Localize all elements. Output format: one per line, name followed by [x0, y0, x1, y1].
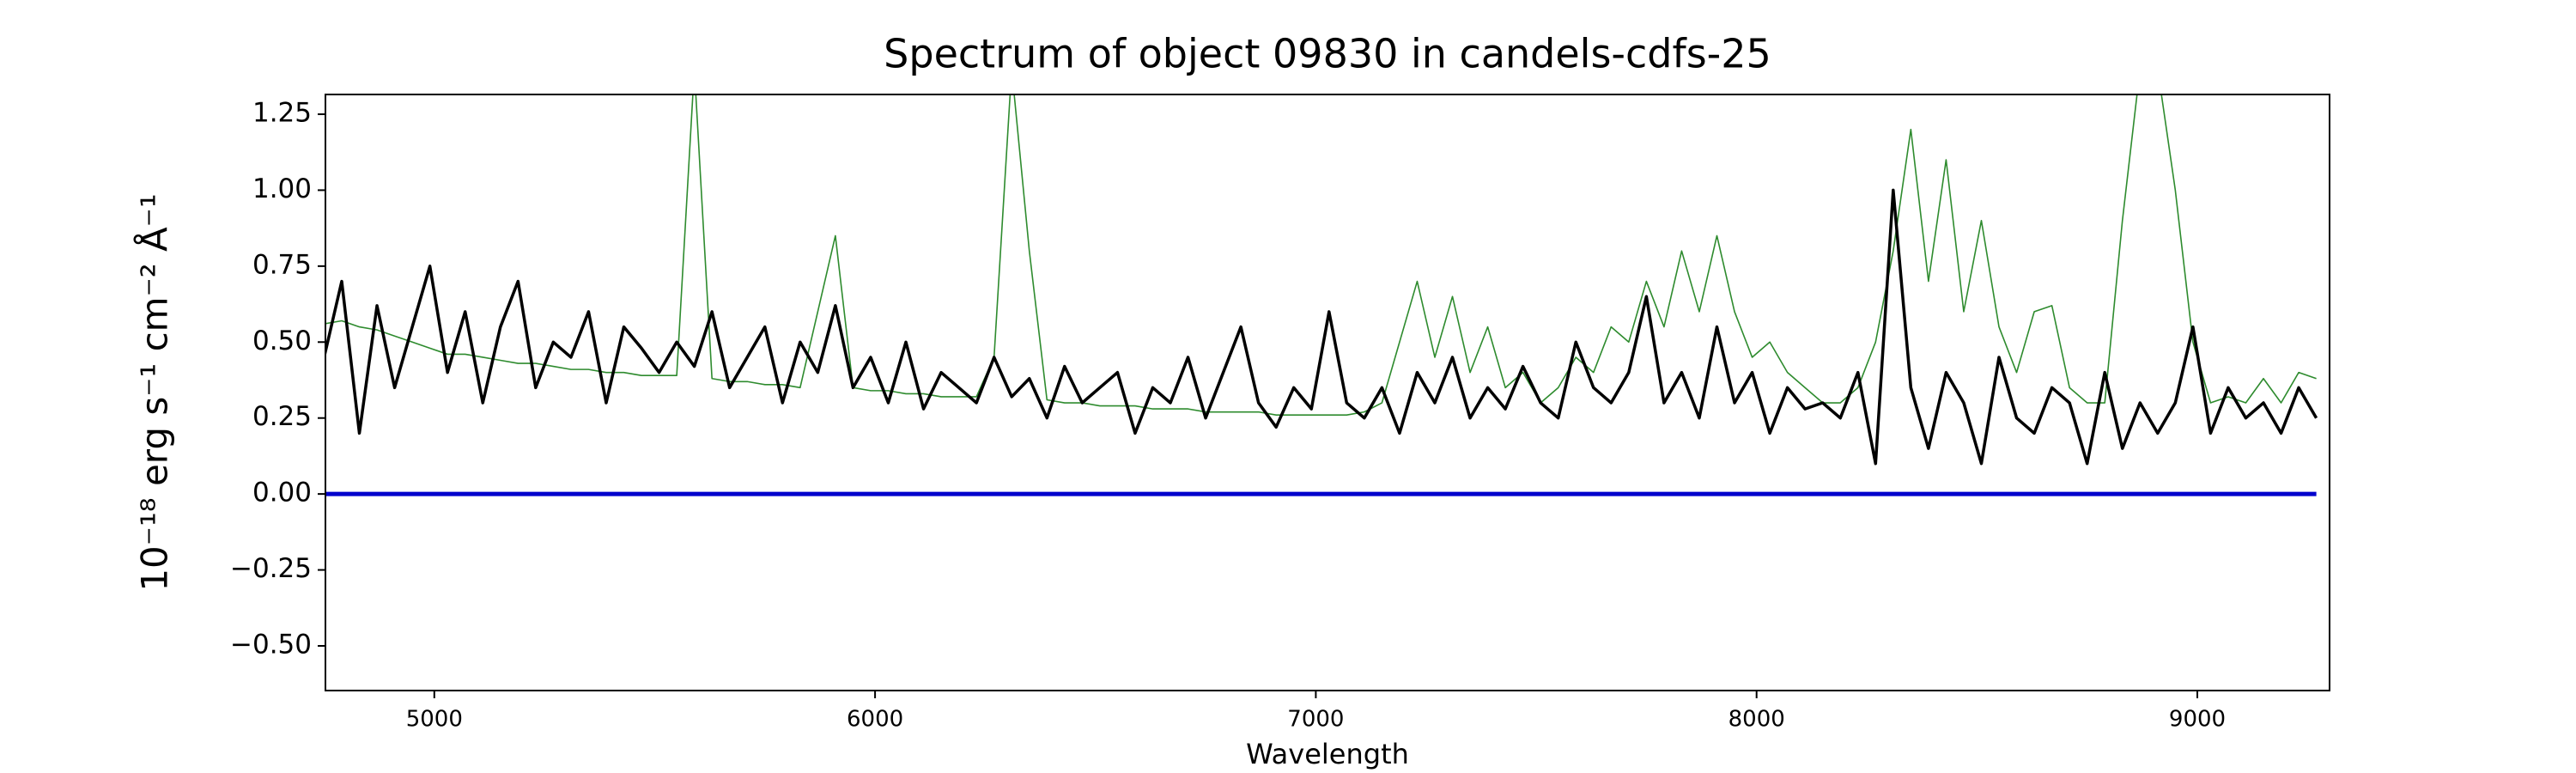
x-tick-label: 7000 — [1287, 707, 1344, 733]
plot-area — [325, 94, 2318, 496]
x-tick-label: 6000 — [847, 707, 903, 733]
series-line — [325, 188, 2318, 466]
y-tick-label: −0.50 — [230, 630, 312, 660]
series-line — [325, 94, 2317, 416]
chart-title: Spectrum of object 09830 in candels-cdfs… — [884, 31, 1771, 77]
y-axis-label: 10⁻¹⁸ erg s⁻¹ cm⁻² Å⁻¹ — [133, 193, 176, 591]
y-tick-label: 1.25 — [252, 97, 312, 128]
y-tick-label: 0.50 — [252, 326, 312, 356]
x-tick-label: 9000 — [2169, 707, 2226, 733]
plot-frame — [325, 94, 2330, 691]
x-axis-label: Wavelength — [1246, 738, 1409, 770]
y-tick-label: 0.75 — [252, 249, 312, 280]
x-tick-label: 8000 — [1728, 707, 1785, 733]
y-tick-label: 0.00 — [252, 478, 312, 508]
x-tick-label: 5000 — [406, 707, 463, 733]
y-tick-label: 0.25 — [252, 401, 312, 432]
y-tick-label: −0.25 — [230, 553, 312, 584]
y-tick-label: 1.00 — [252, 173, 312, 204]
